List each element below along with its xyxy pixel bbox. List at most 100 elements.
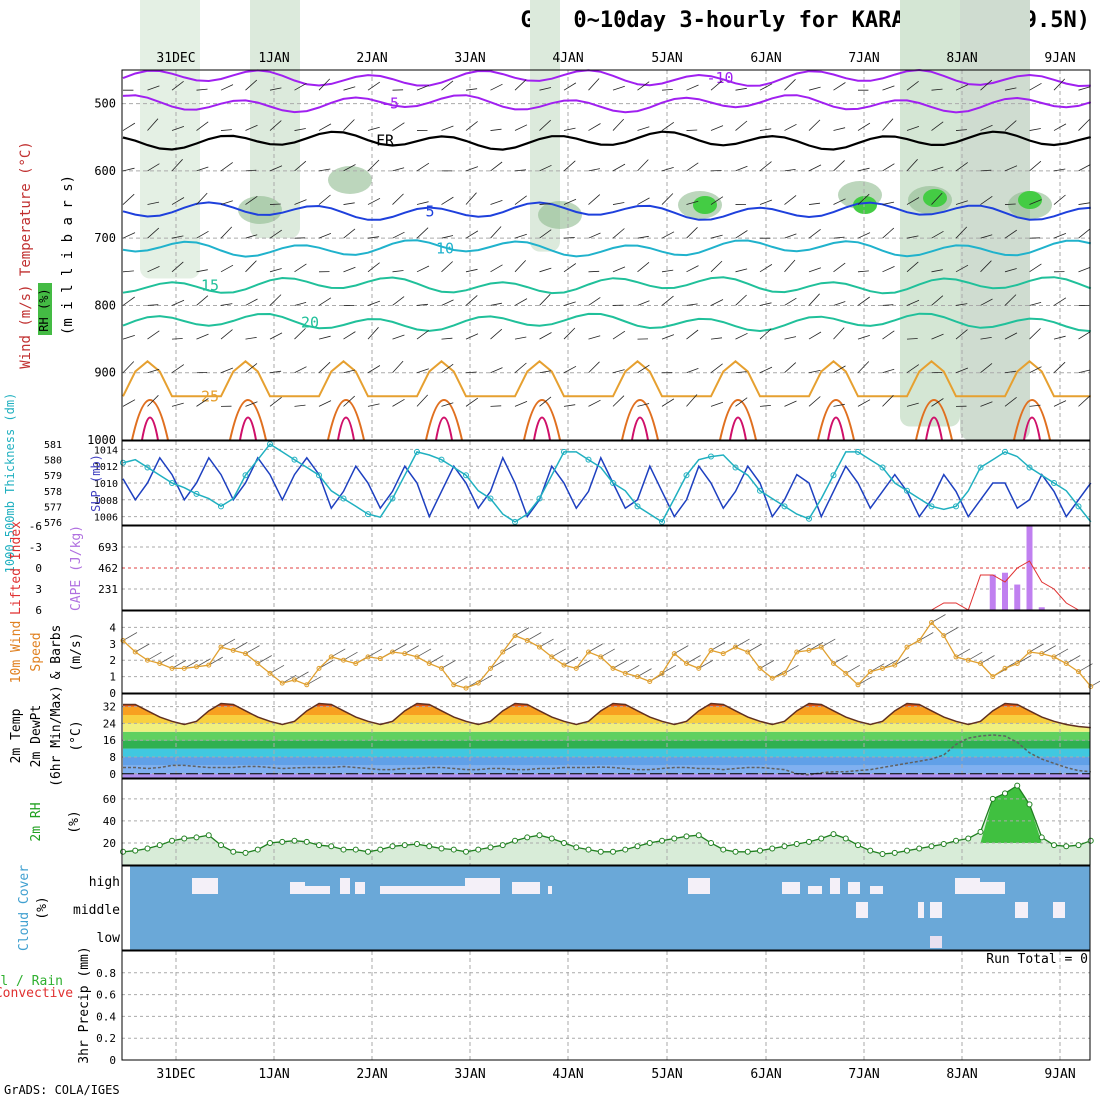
wind-barb — [906, 261, 919, 273]
wind-barb — [416, 303, 429, 306]
wind-barb — [1029, 328, 1041, 340]
wind-barb — [1078, 228, 1091, 239]
wind-barb — [269, 120, 282, 131]
rh-tick-label: 40 — [103, 815, 116, 828]
top-date-label: 7JAN — [848, 51, 879, 66]
wind-barb — [980, 363, 993, 374]
rh-legend-swatch — [38, 283, 52, 335]
li-tick-label: -3 — [29, 541, 42, 554]
surface-wind-barb — [392, 643, 407, 653]
pressure-tick-label: 900 — [94, 366, 116, 380]
isotherm-line-6 — [122, 312, 1091, 333]
surface-wind-barb — [894, 656, 909, 666]
wind-barb — [441, 196, 454, 205]
wind-speed-point — [365, 654, 371, 660]
thickness-point — [1051, 480, 1057, 486]
high-cloud-bar — [848, 882, 860, 894]
wind-barb — [1053, 78, 1066, 91]
li-tick-label: -6 — [29, 520, 42, 533]
wind-barb — [1029, 404, 1041, 407]
thickness-point — [781, 503, 788, 510]
isotherm-label: 10 — [436, 239, 454, 257]
wind-barb — [563, 127, 576, 131]
wind-speed-point — [880, 665, 885, 671]
wind-barb — [857, 361, 870, 374]
wind-tick-label: 1 — [109, 671, 116, 684]
wind-barb — [392, 231, 405, 239]
rh-point — [1087, 837, 1094, 844]
surface-wind-barb — [122, 632, 138, 641]
wind-barb — [955, 303, 968, 306]
thickness-point — [389, 495, 396, 502]
wind-barb — [808, 86, 821, 91]
wind-speed-point — [1063, 660, 1069, 666]
rh-max-1 — [923, 189, 947, 207]
high-cloud-bar — [808, 886, 822, 894]
rh-point — [806, 838, 812, 845]
wind-barb — [882, 118, 894, 131]
rh-max-3 — [1018, 191, 1042, 209]
thickness-point — [463, 472, 469, 479]
surface-wind-barb — [870, 663, 885, 673]
wind-barb — [147, 330, 160, 340]
surface-wind-barb — [269, 664, 285, 674]
slp-tick-label: 1006 — [94, 513, 118, 524]
wind-barb — [1078, 119, 1090, 131]
rh-point — [169, 837, 175, 844]
wind-barb — [784, 123, 797, 131]
thickness-point — [855, 448, 861, 455]
temp-tick-label: 16 — [103, 734, 116, 747]
rh-point — [1075, 842, 1082, 849]
wind-barb — [980, 401, 993, 407]
wind-speed-point — [561, 662, 567, 668]
wind-barb — [808, 119, 821, 131]
wind-speed-point — [292, 677, 297, 683]
top-date-label: 8JAN — [946, 51, 977, 66]
cloud-frame — [121, 865, 1091, 951]
warm-contour-2 — [327, 399, 365, 441]
high-cloud-bar — [512, 882, 540, 894]
wind-barb — [710, 363, 723, 374]
wind-barb — [367, 197, 381, 205]
rh-point — [891, 849, 898, 856]
wind-barb — [147, 201, 160, 205]
wind-barb — [220, 303, 233, 306]
lifted-index-line — [931, 560, 1079, 611]
wind-barb — [196, 88, 208, 91]
temp-band-9 — [123, 703, 1090, 707]
wind-barb — [171, 402, 184, 407]
thickness-point — [561, 448, 567, 455]
wind-barb — [612, 228, 625, 239]
temp-tick-label: 8 — [109, 751, 116, 764]
wind-barb — [784, 195, 797, 205]
wind-barb — [465, 397, 479, 407]
wind-barb — [833, 262, 846, 273]
rh-point — [414, 841, 420, 848]
wind-barb — [563, 365, 577, 374]
bottom-date-label: 31DEC — [156, 1067, 195, 1082]
rh-point — [377, 846, 384, 853]
wind-barb — [318, 194, 331, 205]
wind-barb — [196, 269, 208, 273]
wind-barb — [122, 399, 136, 407]
wind-barb — [857, 399, 871, 407]
cape-bar — [989, 574, 996, 610]
wind-speed-point — [206, 662, 212, 668]
footer-credit: GrADS: COLA/IGES — [4, 1083, 120, 1097]
rh-point — [254, 846, 261, 853]
wind-barb — [857, 167, 870, 172]
wind-barb — [637, 159, 649, 172]
surface-wind-barb — [955, 648, 971, 658]
wind-barb — [563, 404, 576, 407]
thickness-point — [512, 518, 518, 525]
wind-speed-point — [965, 657, 971, 663]
pressure-tick-label: 600 — [94, 164, 116, 178]
wind-speed-point — [500, 649, 506, 655]
cloud-ylabel: (%) — [35, 896, 50, 919]
cape-tick-label: 693 — [98, 541, 118, 554]
wind-barb — [294, 160, 307, 172]
wind-speed-point — [573, 665, 579, 671]
wind-speed-point — [145, 657, 150, 663]
surface-wind-barb — [331, 648, 346, 658]
rh-max-2 — [853, 196, 877, 214]
